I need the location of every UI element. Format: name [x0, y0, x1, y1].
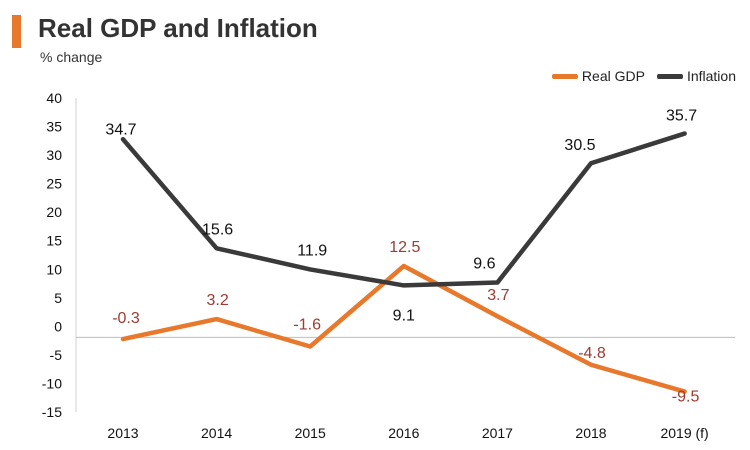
data-label-real-gdp: -0.3: [112, 310, 140, 327]
chart-title: Real GDP and Inflation: [38, 13, 318, 43]
data-point-real-gdp: [308, 344, 312, 348]
data-point-real-gdp: [683, 390, 687, 394]
chart-subtitle: % change: [40, 49, 103, 65]
y-tick-label: 20: [46, 204, 62, 220]
data-point-real-gdp: [589, 363, 593, 367]
data-point-real-gdp: [215, 317, 219, 321]
data-label-real-gdp: -4.8: [578, 345, 606, 362]
data-point-real-gdp: [402, 264, 406, 268]
y-tick-label: 25: [46, 176, 62, 192]
data-label-inflation: 35.7: [666, 108, 697, 125]
x-tick-label: 2013: [107, 425, 138, 441]
series-line-inflation: [120, 131, 687, 288]
data-point-real-gdp: [495, 314, 499, 318]
x-tick-label: 2015: [295, 425, 326, 441]
y-tick-label: 15: [46, 233, 62, 249]
y-tick-label: 40: [46, 90, 62, 106]
legend-item-real-gdp: Real GDP: [551, 68, 645, 84]
data-label-real-gdp: 3.7: [487, 287, 509, 304]
data-point-inflation: [308, 267, 312, 271]
data-label-inflation: 30.5: [564, 137, 595, 154]
data-point-inflation: [589, 161, 593, 165]
legend-label-inflation: Inflation: [686, 68, 736, 84]
legend-swatch-real-gdp: [551, 73, 578, 79]
y-tick-label: -5: [50, 347, 63, 363]
data-label-inflation: 11.9: [297, 242, 327, 259]
data-label-inflation: 34.7: [105, 121, 136, 138]
x-tick-label: 2014: [201, 425, 232, 441]
y-tick-label: 5: [54, 290, 62, 306]
y-tick-label: 0: [54, 318, 62, 334]
y-tick-label: 10: [46, 261, 62, 277]
legend-swatch-inflation: [656, 73, 683, 79]
data-label-real-gdp: 3.2: [206, 292, 228, 309]
data-label-real-gdp: 12.5: [389, 239, 420, 256]
legend-item-inflation: Inflation: [656, 68, 736, 84]
data-label-real-gdp: -9.5: [672, 389, 700, 406]
x-tick-label: 2019 (f): [660, 425, 708, 441]
x-tick-label: 2018: [575, 425, 606, 441]
data-point-real-gdp: [121, 337, 125, 341]
x-tick-label: 2017: [482, 425, 513, 441]
data-label-real-gdp: -1.6: [293, 316, 321, 333]
y-tick-label: -10: [42, 375, 62, 391]
y-tick-label: 35: [46, 119, 62, 135]
data-point-inflation: [121, 137, 125, 141]
legend-label-real-gdp: Real GDP: [581, 68, 645, 84]
data-point-inflation: [215, 246, 219, 250]
title-accent-bar: [12, 15, 21, 48]
data-label-inflation: 9.6: [473, 256, 495, 273]
x-tick-label: 2016: [388, 425, 419, 441]
y-tick-label: -15: [42, 404, 62, 420]
data-label-inflation: 9.1: [393, 307, 415, 324]
data-label-inflation: 15.6: [202, 221, 233, 238]
legend: Real GDP Inflation: [540, 68, 736, 84]
y-tick-label: 30: [46, 147, 62, 163]
data-point-inflation: [402, 283, 406, 287]
data-point-inflation: [495, 281, 499, 285]
data-point-inflation: [683, 132, 687, 136]
